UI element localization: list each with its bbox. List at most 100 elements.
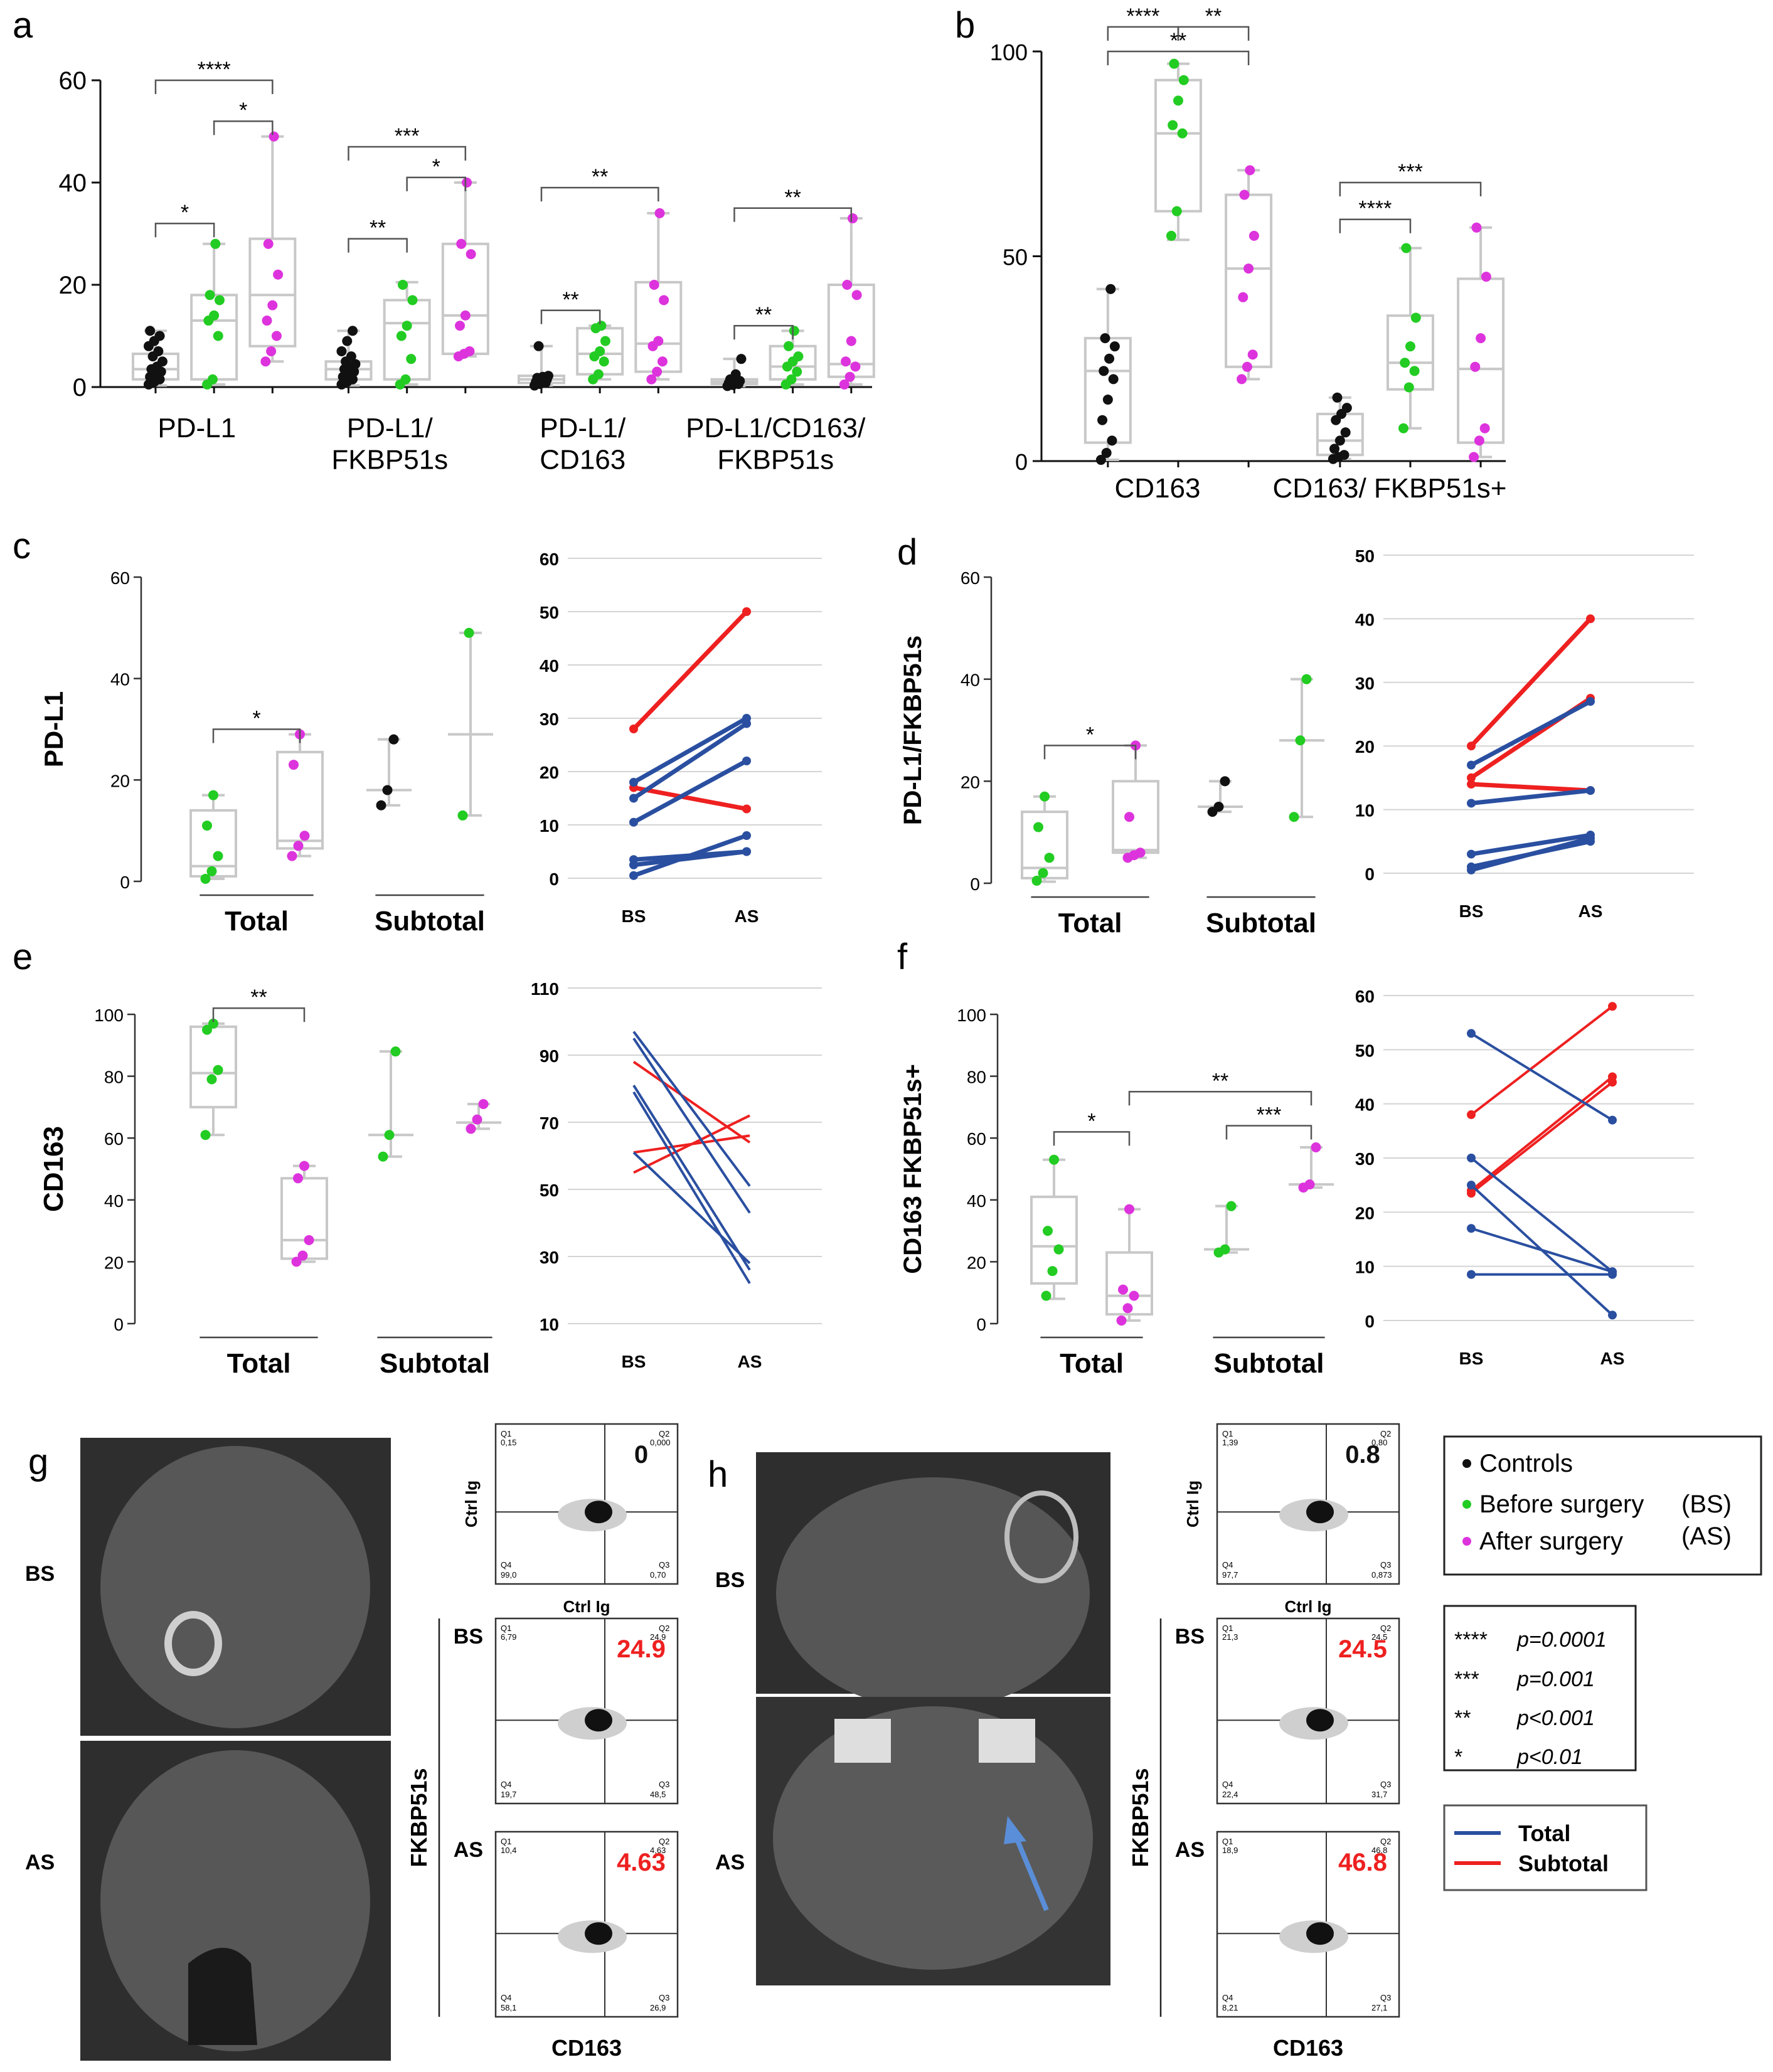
box-b-point <box>1238 292 1249 302</box>
flow-h-ctrl-q2-label: Q2 <box>1380 1429 1391 1438</box>
box-e-point <box>390 1046 401 1057</box>
y-tick-label: 0 <box>976 1315 986 1334</box>
box-e-point <box>378 1151 388 1162</box>
box-a-point <box>596 321 607 331</box>
y-tick-label: 0 <box>970 874 980 894</box>
flow-h-as-percent: 46.8 <box>1338 1849 1387 1876</box>
flow-g-bs-q1-value: 6,79 <box>501 1632 516 1642</box>
flow-g-ctrl-q1-value: 0,15 <box>501 1438 516 1447</box>
box-a-point <box>214 295 225 305</box>
legend-controls-dot <box>1462 1459 1471 1468</box>
series-marker <box>629 871 638 880</box>
flow-h-row-bs: BS <box>1175 1625 1205 1649</box>
flow-h-as-q2-label: Q2 <box>1380 1837 1391 1846</box>
box-c-point <box>206 866 217 876</box>
box-d-point <box>1033 822 1043 832</box>
box-a-point <box>207 374 218 385</box>
series-line-total <box>632 1151 751 1265</box>
box-a-point <box>209 310 220 321</box>
significance-bracket <box>1177 26 1250 41</box>
flow-g-as-q3-label: Q3 <box>659 1993 669 2002</box>
group-label: Total <box>1060 1348 1124 1379</box>
y-tick-label: 40 <box>1355 1095 1375 1115</box>
box-c-point <box>299 831 310 841</box>
series-line-subtotal <box>1469 617 1592 748</box>
box-a-point <box>396 331 407 341</box>
box-a-point <box>657 356 668 367</box>
box-f-point <box>1220 1244 1230 1255</box>
legend-after-dot <box>1462 1537 1471 1546</box>
box-b-point <box>1097 415 1108 425</box>
series-marker <box>1467 849 1476 859</box>
flow-h-ctrl-percent: 0.8 <box>1345 1441 1380 1469</box>
box-a-point <box>736 354 747 364</box>
box-d-point <box>1135 847 1146 858</box>
chart-f_lines: 0 10 20 30 40 50 60 BS AS <box>1355 987 1694 1368</box>
series-marker <box>742 607 751 616</box>
box-b-point <box>1166 230 1176 241</box>
y-tick-label: 60 <box>104 1129 124 1149</box>
series-line-total <box>1471 788 1591 805</box>
box-a-point <box>346 351 356 362</box>
y-tick-label: 10 <box>1355 801 1375 821</box>
chart-f: 0 20 40 60 80 100 CD163 FKBP51s+ Total Subtotal *… <box>899 1006 1334 1379</box>
significance-bracket <box>212 728 301 743</box>
box-b-point <box>1481 272 1491 282</box>
box-a-point <box>266 346 277 356</box>
legend-controls-label: Controls <box>1479 1450 1573 1477</box>
box-f-point <box>1043 1226 1053 1236</box>
box-a-point <box>455 321 466 331</box>
box-a-box <box>248 237 297 348</box>
box-c-box <box>276 750 324 850</box>
box-b-point <box>1104 353 1115 364</box>
flow-g-bs-q4-value: 19,7 <box>501 1790 516 1799</box>
box-f-point <box>1041 1290 1052 1301</box>
box-a-box <box>383 299 431 381</box>
mri-g-bs-label: BS <box>25 1562 55 1586</box>
y-tick-label: 30 <box>1355 1149 1375 1169</box>
box-f-point <box>1311 1142 1321 1152</box>
legend-groups: Controls Before surgery (BS) After surge… <box>1443 1435 1762 1576</box>
y-tick-label: 20 <box>110 771 130 790</box>
panel-letter-g: g <box>28 1442 48 1482</box>
flow-g-ctrl-q4-value: 99,0 <box>501 1570 516 1580</box>
panel-letter-e: e <box>13 937 33 977</box>
x-tick-label: BS <box>622 1352 646 1371</box>
flow-h-ctrl-density-core <box>1306 1501 1334 1524</box>
series-line-subtotal <box>632 610 748 731</box>
mri-g-as-brain <box>100 1750 370 2051</box>
series-line-total <box>632 1038 751 1214</box>
flow-h-ylabel: FKBP51s <box>1127 1768 1153 1867</box>
box-b-point <box>1409 366 1420 376</box>
series-marker <box>1586 786 1595 795</box>
pvalue-stars-2: ** <box>1454 1706 1471 1730</box>
y-tick-label: 60 <box>967 1129 986 1149</box>
series-marker <box>1467 865 1476 874</box>
series-line-total <box>632 833 748 878</box>
box-a-point <box>145 326 156 336</box>
y-axis-label: PD-L1/FKBP51s <box>899 635 927 825</box>
box-a-point <box>844 371 855 382</box>
group-label: Subtotal <box>1214 1348 1324 1379</box>
pvalue-text-0: p=0.0001 <box>1516 1628 1607 1652</box>
box-b-point <box>1332 392 1343 403</box>
box-a-box <box>827 284 875 378</box>
box-a-point <box>646 374 657 385</box>
chart-c: 0 20 40 60 PD-L1 Total Subtotal * <box>39 568 493 937</box>
flow-h-as-q3-value: 27,1 <box>1371 2003 1387 2012</box>
box-b-point <box>1242 361 1252 372</box>
box-a-point <box>543 371 553 381</box>
series-marker <box>742 714 751 723</box>
y-tick-label: 50 <box>540 603 559 622</box>
box-b-point <box>1249 230 1259 241</box>
legend-before-label: Before surgery <box>1479 1490 1644 1518</box>
flow-h-labels: Ctrl Ig Ctrl Ig FKBP51s BS AS CD163 <box>1127 1480 1343 2061</box>
chart-e: 0 20 40 60 80 100 CD163 Total Subtotal ** <box>38 986 501 1379</box>
box-a-point <box>402 321 412 331</box>
box-e-box <box>189 1025 237 1108</box>
significance-label: ** <box>250 986 267 1009</box>
y-tick-label: 110 <box>531 979 559 999</box>
series-marker <box>1467 741 1476 751</box>
